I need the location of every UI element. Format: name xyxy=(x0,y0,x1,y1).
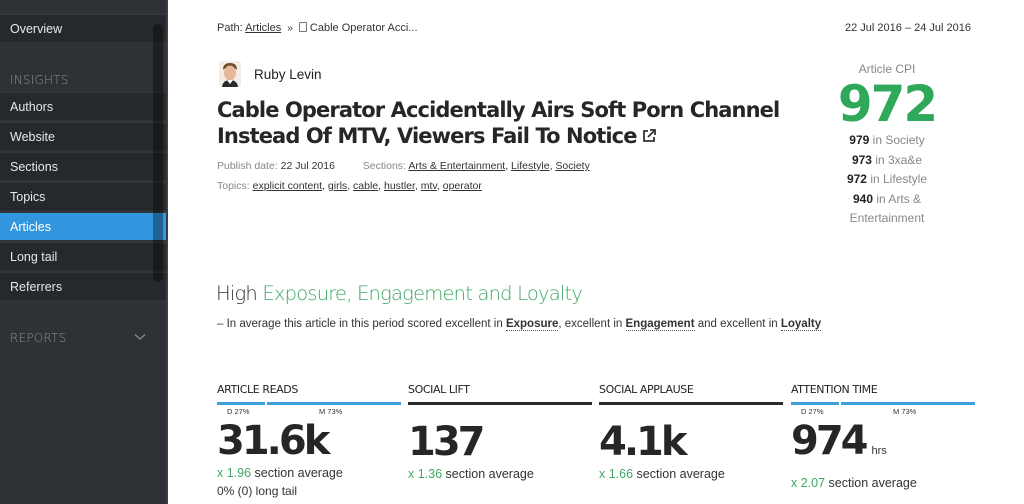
publish-date: 22 Jul 2016 xyxy=(280,160,335,172)
metric-social-applause: SOCIAL APPLAUSE 4.1k x 1.66 section aver… xyxy=(599,383,783,481)
article-title: Cable Operator Accidentally Airs Soft Po… xyxy=(217,97,787,149)
topics-label: Topics: xyxy=(217,180,250,192)
sidebar-item-website[interactable]: Website xyxy=(0,122,168,150)
author-avatar xyxy=(219,61,241,87)
metric-value: 4.1k xyxy=(599,419,687,465)
sidebar-item-referrers[interactable]: Referrers xyxy=(0,272,168,300)
cpi-row-society: 979 in Society xyxy=(849,133,925,147)
summary-heading-highlight: Exposure, Engagement and Loyalty xyxy=(262,282,583,305)
article-meta-publish-sections: Publish date: 22 Jul 2016 Sections: Arts… xyxy=(217,160,590,172)
chevron-down-icon[interactable] xyxy=(134,331,146,343)
sidebar: Overview INSIGHTS Authors Website Sectio… xyxy=(0,0,168,504)
metric-divider xyxy=(408,402,592,405)
metric-divider xyxy=(599,402,783,405)
sidebar-divider xyxy=(166,0,168,504)
metric-label: ATTENTION TIME xyxy=(791,383,878,396)
metric-ratio: x 1.66 section average xyxy=(599,467,725,481)
author-photo-icon xyxy=(219,61,241,87)
metric-ratio: x 1.36 section average xyxy=(408,467,534,481)
long-tail-stat: 0% (0) long tail xyxy=(217,484,298,498)
topic-link[interactable]: mtv xyxy=(420,180,437,192)
mobile-share: M 73% xyxy=(319,407,343,416)
sections-label: Sections: xyxy=(362,160,406,172)
external-link-icon[interactable] xyxy=(641,128,657,144)
breadcrumb-separator: » xyxy=(287,23,293,34)
topic-link[interactable]: hustler xyxy=(383,180,415,192)
metric-article-reads: ARTICLE READS D 27% M 73% 31.6k x 1.96 s… xyxy=(217,383,401,498)
sidebar-scrollbar[interactable] xyxy=(153,24,163,282)
metric-value: 31.6k xyxy=(217,418,330,464)
summary-text: – In average this article in this period… xyxy=(217,318,822,331)
publish-date-label: Publish date: xyxy=(217,160,278,172)
topic-link[interactable]: operator xyxy=(442,180,482,192)
section-link-society[interactable]: Society xyxy=(555,160,590,172)
cpi-row-3xa-e: 973 in 3xa&e xyxy=(851,152,923,167)
metric-ratio: x 1.96 section average xyxy=(217,466,343,480)
metric-social-lift: SOCIAL LIFT 137 x 1.36 section average xyxy=(408,383,592,481)
metric-value: 974 hrs xyxy=(791,418,887,464)
breadcrumb-current: Cable Operator Acci... xyxy=(309,22,418,34)
section-link-arts[interactable]: Arts & Entertainment xyxy=(408,160,506,172)
section-link-lifestyle[interactable]: Lifestyle xyxy=(511,160,550,172)
topic-link[interactable]: explicit content xyxy=(252,180,323,192)
article-cpi-panel: Article CPI 972 979 in Society 973 in 3x… xyxy=(820,62,954,229)
breadcrumb-label: Path: xyxy=(217,22,243,34)
sidebar-item-sections[interactable]: Sections xyxy=(0,152,168,180)
sidebar-item-articles[interactable]: Articles xyxy=(0,212,168,240)
metric-value: 137 xyxy=(408,419,486,465)
document-icon xyxy=(298,22,307,32)
cpi-row-arts: 940 in Arts & Entertainment xyxy=(849,191,925,226)
desktop-share: D 27% xyxy=(227,407,250,416)
article-title-text: Cable Operator Accidentally Airs Soft Po… xyxy=(217,98,780,148)
device-split-bar xyxy=(791,402,975,405)
term-exposure[interactable]: Exposure xyxy=(505,318,559,331)
term-engagement[interactable]: Engagement xyxy=(625,318,695,331)
date-range[interactable]: 22 Jul 2016 – 24 Jul 2016 xyxy=(845,22,971,34)
insights-section-label: INSIGHTS xyxy=(10,73,69,87)
topic-link[interactable]: girls xyxy=(327,180,348,192)
mobile-share: M 73% xyxy=(893,407,917,416)
summary-heading: High Exposure, Engagement and Loyalty xyxy=(216,282,583,305)
metric-ratio: x 2.07 section average xyxy=(791,476,917,490)
breadcrumb-link-articles[interactable]: Articles xyxy=(245,22,282,34)
cpi-score: 972 xyxy=(837,75,938,133)
desktop-share: D 27% xyxy=(801,407,824,416)
sidebar-item-long-tail[interactable]: Long tail xyxy=(0,242,168,270)
sidebar-item-authors[interactable]: Authors xyxy=(0,92,168,120)
sidebar-item-topics[interactable]: Topics xyxy=(0,182,168,210)
breadcrumb: Path: Articles » Cable Operator Acci... xyxy=(217,22,418,34)
metric-label: SOCIAL APPLAUSE xyxy=(599,383,694,396)
metric-attention-time: ATTENTION TIME D 27% M 73% 974 hrs x 2.07… xyxy=(791,383,975,490)
term-loyalty[interactable]: Loyalty xyxy=(780,318,822,331)
topic-link[interactable]: cable xyxy=(353,180,379,192)
article-meta-topics: Topics: explicit content, girls, cable, … xyxy=(217,180,482,192)
metric-label: ARTICLE READS xyxy=(217,383,298,396)
metric-unit: hrs xyxy=(871,445,887,457)
sidebar-item-overview[interactable]: Overview xyxy=(0,14,168,42)
cpi-label: Article CPI xyxy=(858,62,916,76)
author-name[interactable]: Ruby Levin xyxy=(254,67,322,82)
reports-section-toggle[interactable]: REPORTS xyxy=(10,331,67,345)
metric-label: SOCIAL LIFT xyxy=(408,383,470,396)
device-split-bar xyxy=(217,402,401,405)
cpi-row-lifestyle: 972 in Lifestyle xyxy=(846,172,928,186)
